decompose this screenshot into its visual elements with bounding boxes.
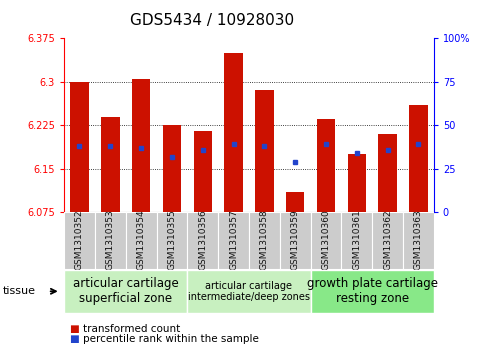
Bar	[249, 212, 280, 269]
Text: GSM1310355: GSM1310355	[168, 209, 176, 270]
Text: GSM1310356: GSM1310356	[198, 209, 207, 270]
Bar	[187, 270, 311, 313]
Text: transformed count: transformed count	[83, 323, 180, 334]
Text: percentile rank within the sample: percentile rank within the sample	[83, 334, 259, 344]
Text: GSM1310358: GSM1310358	[260, 209, 269, 270]
Text: ■: ■	[69, 323, 79, 334]
Text: GDS5434 / 10928030: GDS5434 / 10928030	[130, 13, 294, 28]
Bar	[126, 212, 157, 269]
Bar	[163, 125, 181, 212]
Bar	[64, 270, 187, 313]
Text: tissue: tissue	[2, 286, 35, 296]
Bar	[224, 53, 243, 212]
Bar	[341, 212, 372, 269]
Bar	[255, 90, 274, 212]
Text: articular cartilage
superficial zone: articular cartilage superficial zone	[73, 277, 178, 305]
Text: GSM1310359: GSM1310359	[291, 209, 300, 270]
Bar	[132, 79, 150, 212]
Bar	[218, 212, 249, 269]
Bar	[286, 192, 305, 212]
Text: GSM1310360: GSM1310360	[321, 209, 330, 270]
Bar	[409, 105, 427, 212]
Text: GSM1310352: GSM1310352	[75, 209, 84, 270]
Bar	[70, 82, 89, 212]
Text: GSM1310363: GSM1310363	[414, 209, 423, 270]
Bar	[193, 131, 212, 212]
Text: articular cartilage
intermediate/deep zones: articular cartilage intermediate/deep zo…	[188, 281, 310, 302]
Bar	[280, 212, 311, 269]
Text: GSM1310354: GSM1310354	[137, 209, 145, 270]
Bar	[403, 212, 434, 269]
Text: GSM1310362: GSM1310362	[383, 209, 392, 270]
Bar	[157, 212, 187, 269]
Bar	[311, 212, 341, 269]
Text: ■: ■	[69, 334, 79, 344]
Text: GSM1310361: GSM1310361	[352, 209, 361, 270]
Bar	[311, 270, 434, 313]
Text: GSM1310357: GSM1310357	[229, 209, 238, 270]
Text: GSM1310353: GSM1310353	[106, 209, 115, 270]
Bar	[101, 117, 120, 212]
Bar	[372, 212, 403, 269]
Bar	[187, 212, 218, 269]
Text: growth plate cartilage
resting zone: growth plate cartilage resting zone	[307, 277, 438, 305]
Bar	[378, 134, 397, 212]
Bar	[95, 212, 126, 269]
Bar	[64, 212, 95, 269]
Bar	[348, 154, 366, 212]
Bar	[317, 119, 335, 212]
